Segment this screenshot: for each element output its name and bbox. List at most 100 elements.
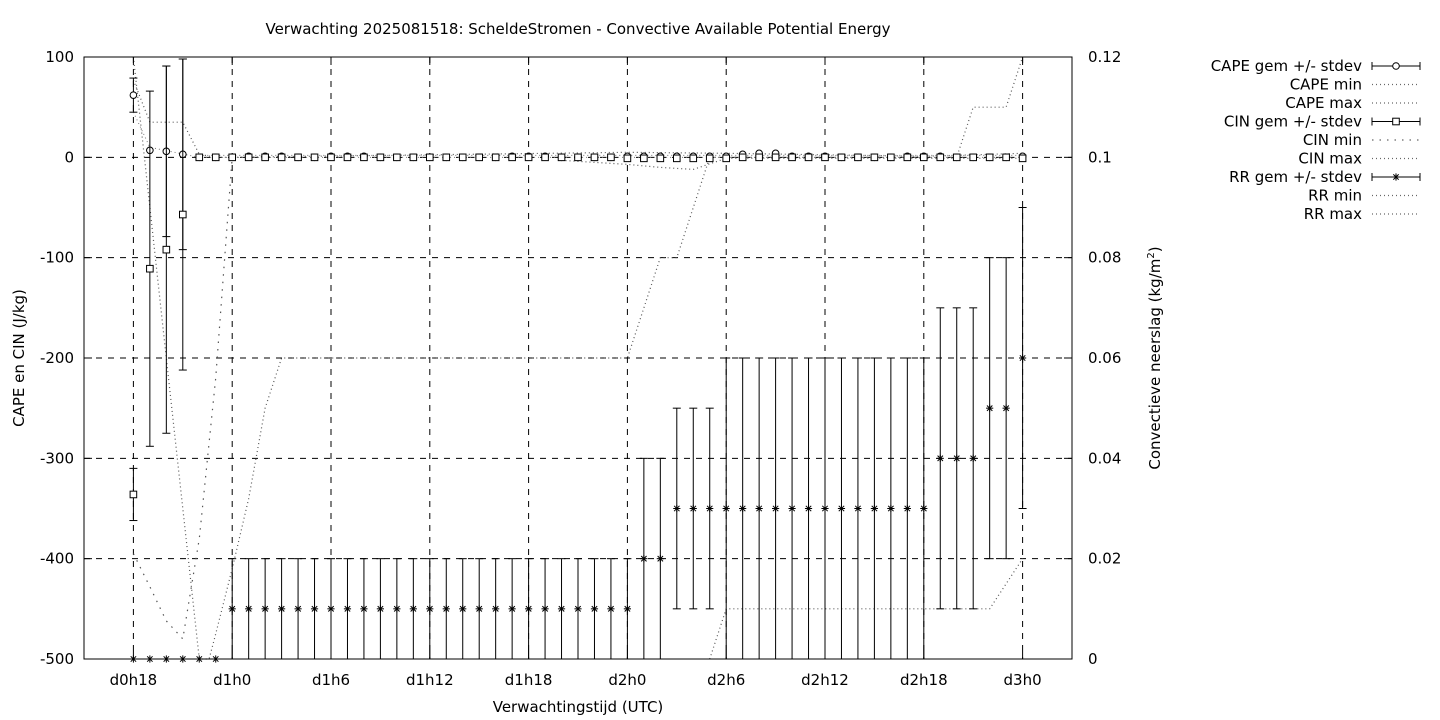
star-stroke xyxy=(970,455,977,462)
y2-axis-label: Convectieve neerslag (kg/m2) xyxy=(1146,246,1164,469)
data-point-square xyxy=(755,153,763,162)
legend-label: RR max xyxy=(1304,205,1362,223)
star-stroke xyxy=(558,605,565,612)
star-stroke xyxy=(426,605,433,612)
data-point-square xyxy=(574,153,582,162)
data-point-star xyxy=(772,504,780,513)
star-stroke xyxy=(1019,354,1026,362)
data-point-star xyxy=(936,454,944,462)
data-point-star xyxy=(722,504,730,513)
data-point-star xyxy=(623,605,631,613)
data-point-square xyxy=(327,153,335,162)
star-stroke xyxy=(838,505,845,512)
star-stroke xyxy=(459,605,466,612)
data-point-square xyxy=(936,153,945,162)
y2-tick-label: 0 xyxy=(1088,650,1098,668)
star-stroke xyxy=(871,505,878,512)
x-tick-label: d2h18 xyxy=(900,671,948,689)
star-stroke xyxy=(245,605,252,612)
data-point-star xyxy=(245,605,253,613)
data-point-star xyxy=(294,605,302,613)
star-stroke xyxy=(723,505,730,512)
data-point-square xyxy=(607,153,615,162)
star-stroke xyxy=(574,605,582,612)
data-point-square xyxy=(294,153,302,162)
data-point-star xyxy=(1002,404,1010,412)
data-point-star xyxy=(327,605,335,613)
data-point-star xyxy=(689,504,697,513)
star-stroke xyxy=(1003,405,1010,412)
data-point-square xyxy=(491,153,500,162)
legend-label: CAPE gem +/- stdev xyxy=(1211,57,1362,75)
star-stroke xyxy=(739,505,746,512)
y2-tick-label: 0.02 xyxy=(1088,550,1121,568)
data-point-square xyxy=(689,154,698,163)
data-point-star xyxy=(706,504,714,513)
data-point-circle xyxy=(129,91,138,99)
data-point-star xyxy=(426,605,434,613)
star-stroke xyxy=(443,605,450,612)
series-line-cape-min xyxy=(132,111,1023,158)
data-point-square xyxy=(623,154,632,163)
data-point-star xyxy=(739,504,747,513)
legend-label: CAPE min xyxy=(1290,76,1362,94)
data-point-star xyxy=(821,504,829,513)
y-tick-label: -400 xyxy=(40,550,74,568)
legend-marker-circle xyxy=(1392,62,1400,70)
star-stroke xyxy=(311,605,318,612)
y2-tick-label: 0.08 xyxy=(1088,249,1121,267)
star-stroke xyxy=(229,605,236,612)
star-stroke xyxy=(327,605,335,612)
data-point-star xyxy=(640,555,648,563)
data-point-square xyxy=(705,154,714,163)
series-line-rr-max xyxy=(132,56,1024,660)
axes: d0h18 d1h0 d1h6 d1h12 d1h18 d2h0 d2h6 d2h12 d2h1… xyxy=(40,48,1121,689)
data-point-star xyxy=(755,504,763,513)
data-point-star xyxy=(508,605,516,613)
star-stroke xyxy=(673,505,680,512)
data-point-square xyxy=(146,264,154,273)
star-stroke xyxy=(904,505,911,512)
data-point-square xyxy=(887,153,895,162)
data-point-square xyxy=(738,153,747,162)
x-tick-label: d1h6 xyxy=(312,671,350,689)
data-point-star xyxy=(228,605,236,613)
legend-label: CIN min xyxy=(1303,131,1362,149)
data-point-square xyxy=(985,153,994,162)
y2-axis-label-main: Convectieve neerslag (kg/m xyxy=(1146,259,1164,470)
data-point-square xyxy=(261,153,269,162)
data-point-star xyxy=(673,504,681,513)
star-stroke xyxy=(640,555,647,562)
x-tick-label: d2h12 xyxy=(801,671,849,689)
y2-axis-label-sup: 2 xyxy=(1146,252,1157,258)
data-point-star xyxy=(492,605,500,613)
data-point-square xyxy=(771,153,780,162)
series-line-cape-max xyxy=(132,79,1023,158)
x-axis-label: Verwachtingstijd (UTC) xyxy=(493,698,664,716)
star-stroke xyxy=(525,605,532,612)
data-point-square xyxy=(442,153,451,162)
data-point-star xyxy=(261,605,269,613)
y-tick-label: 0 xyxy=(64,148,74,166)
data-point-square xyxy=(673,154,681,163)
star-stroke xyxy=(953,455,960,462)
data-point-star xyxy=(788,504,796,513)
y-tick-label: -200 xyxy=(40,349,74,367)
data-point-star xyxy=(557,605,566,613)
data-point-square xyxy=(640,154,648,163)
star-stroke xyxy=(920,505,927,512)
y-tick-label: -300 xyxy=(40,449,74,467)
y2-axis-label-end: ) xyxy=(1146,246,1164,252)
data-point-square xyxy=(656,154,665,163)
legend-label: CIN max xyxy=(1298,150,1362,168)
star-stroke xyxy=(706,505,713,512)
series-marks xyxy=(129,58,1027,663)
star-stroke xyxy=(344,605,351,612)
data-point-square xyxy=(211,153,220,162)
star-stroke xyxy=(772,505,779,512)
y-tick-label: -100 xyxy=(40,249,74,267)
data-point-star xyxy=(393,605,401,613)
data-point-square xyxy=(376,153,385,162)
